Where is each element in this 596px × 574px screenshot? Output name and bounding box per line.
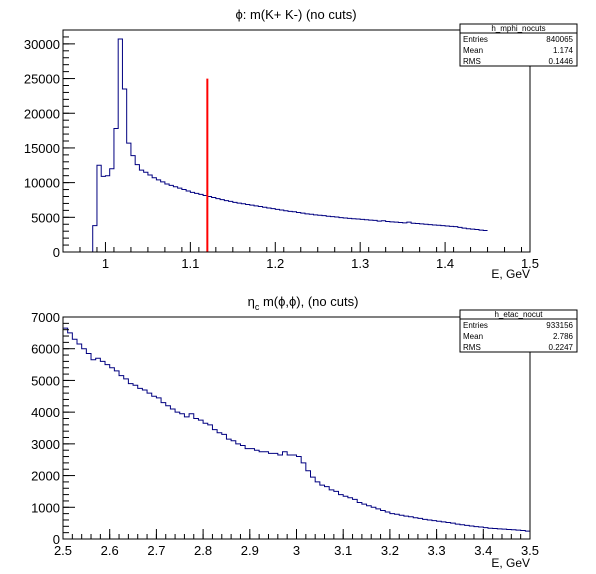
top-chart-title-symbol: ϕ — [235, 7, 242, 22]
top-stats-label: Entries — [463, 35, 488, 44]
top-stats-label: RMS — [463, 57, 481, 66]
bottom-x-tick-label: 2.9 — [241, 543, 259, 558]
bottom-chart-title-subscript: c — [255, 302, 260, 312]
bottom-x-tick-label: 3 — [293, 543, 300, 558]
top-y-tick-label: 20000 — [24, 106, 60, 121]
bottom-stats-value: 933156 — [546, 321, 573, 330]
top-y-tick-label: 30000 — [24, 37, 60, 52]
top-y-tick-label: 0 — [53, 245, 60, 260]
bottom-x-tick-label: 3.3 — [428, 543, 446, 558]
bottom-chart-title-text: m(ϕ,ϕ), (no cuts) — [259, 294, 358, 309]
top-y-tick-label: 25000 — [24, 72, 60, 87]
bottom-x-tick-label: 3.5 — [521, 543, 539, 558]
bottom-x-tick-label: 3.2 — [381, 543, 399, 558]
bottom-x-tick-label: 2.6 — [101, 543, 119, 558]
top-chart-title: ϕ: m(K+ K-) (no cuts) — [235, 7, 356, 22]
bottom-y-tick-label: 6000 — [31, 342, 60, 357]
bottom-y-axis: 0 1000 2000 3000 4000 5000 6000 7000 — [31, 310, 75, 547]
bottom-y-tick-label: 1000 — [31, 500, 60, 515]
bottom-x-axis-label: E, GeV — [491, 556, 530, 570]
bottom-pad: ηc m(ϕ,ϕ), (no cuts) 2.5 2.6 2.7 2.8 2.9 3 3.1… — [31, 294, 578, 570]
bottom-x-tick-label: 2.7 — [147, 543, 165, 558]
top-y-tick-label: 10000 — [24, 176, 60, 191]
top-x-tick-label: 1.5 — [521, 256, 539, 271]
bottom-x-axis: 2.5 2.6 2.7 2.8 2.9 3 3.1 3.2 3.3 3.4 3.5 — [54, 529, 539, 558]
top-x-tick-label: 1 — [102, 256, 109, 271]
bottom-x-tick-label: 3.1 — [334, 543, 352, 558]
bottom-y-tick-label: 5000 — [31, 373, 60, 388]
bottom-histogram-line — [63, 327, 530, 532]
top-stats-value: 0.1446 — [549, 57, 574, 66]
bottom-stats-value: 2.786 — [553, 332, 574, 341]
top-x-tick-label: 1.3 — [351, 256, 369, 271]
top-x-tick-label: 1.4 — [436, 256, 454, 271]
bottom-y-tick-label: 7000 — [31, 310, 60, 325]
top-stats-value: 1.174 — [553, 46, 574, 55]
bottom-chart-title-symbol: η — [248, 294, 255, 309]
bottom-x-tick-label: 2.5 — [54, 543, 72, 558]
bottom-chart-title: ηc m(ϕ,ϕ), (no cuts) — [248, 294, 359, 312]
top-y-tick-label: 5000 — [31, 210, 60, 225]
top-y-axis: 0 5000 10000 15000 20000 25000 30000 — [24, 29, 75, 260]
bottom-stats-label: Entries — [463, 321, 488, 330]
bottom-y-tick-label: 0 — [53, 532, 60, 547]
top-stats-frame — [459, 23, 578, 67]
top-x-tick-label: 1.2 — [266, 256, 284, 271]
top-x-tick-label: 1.1 — [181, 256, 199, 271]
bottom-stats-label: RMS — [463, 343, 481, 352]
top-pad: ϕ: m(K+ K-) (no cuts) 1 1.1 1.2 1.3 1.4 1.5 0… — [24, 7, 578, 281]
top-chart-title-text: : m(K+ K-) (no cuts) — [243, 7, 357, 22]
bottom-stats-label: Mean — [463, 332, 483, 341]
top-x-axis-label: E, GeV — [491, 267, 530, 281]
top-histogram-step-line — [88, 38, 488, 253]
top-y-tick-label: 15000 — [24, 141, 60, 156]
bottom-stats-value: 0.2247 — [549, 343, 574, 352]
bottom-y-tick-label: 3000 — [31, 437, 60, 452]
bottom-stats-box: h_etac_nocut Entries 933156 Mean 2.786 R… — [459, 309, 578, 353]
top-stats-value: 840065 — [546, 35, 573, 44]
top-stats-name: h_mphi_nocuts — [491, 24, 545, 33]
bottom-x-tick-label: 2.8 — [194, 543, 212, 558]
bottom-x-tick-label: 3.4 — [474, 543, 492, 558]
bottom-histogram-step-line — [63, 327, 530, 532]
bottom-stats-name: h_etac_nocut — [494, 310, 543, 319]
top-x-axis: 1 1.1 1.2 1.3 1.4 1.5 — [62, 242, 539, 271]
bottom-stats-frame — [459, 309, 578, 353]
top-histogram-line — [88, 38, 488, 253]
bottom-y-tick-label: 2000 — [31, 469, 60, 484]
top-stats-box: h_mphi_nocuts Entries 840065 Mean 1.174 … — [459, 23, 578, 67]
bottom-y-tick-label: 4000 — [31, 405, 60, 420]
top-stats-label: Mean — [463, 46, 483, 55]
